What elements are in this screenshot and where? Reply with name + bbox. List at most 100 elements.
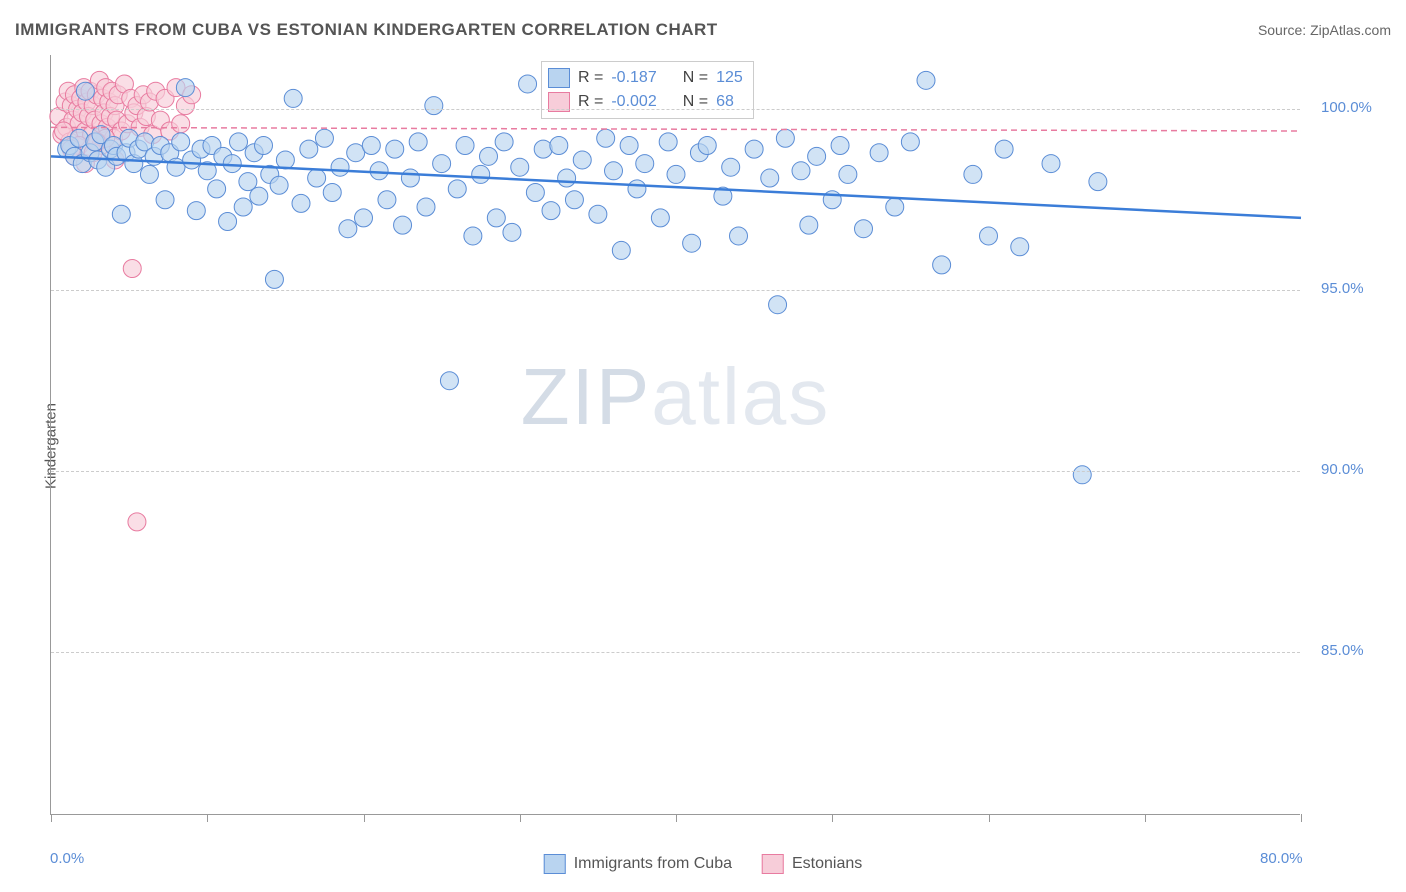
legend-row-estonian: R = -0.002 N = 68 <box>548 90 743 114</box>
plot-area: ZIPatlas R = -0.187 N = 125 R = -0.002 N… <box>50 55 1300 815</box>
legend-swatch-bottom-cuba <box>544 854 566 874</box>
scatter-point <box>472 165 490 183</box>
scatter-point <box>808 147 826 165</box>
scatter-point <box>128 513 146 531</box>
scatter-point <box>651 209 669 227</box>
scatter-point <box>219 212 237 230</box>
x-tick <box>1145 814 1146 822</box>
x-tick <box>51 814 52 822</box>
scatter-point <box>933 256 951 274</box>
chart-svg <box>51 55 1300 814</box>
scatter-point <box>776 129 794 147</box>
scatter-point <box>448 180 466 198</box>
scatter-point <box>464 227 482 245</box>
legend-item-cuba: Immigrants from Cuba <box>544 854 732 874</box>
scatter-point <box>487 209 505 227</box>
scatter-point <box>800 216 818 234</box>
scatter-point <box>964 165 982 183</box>
source-attribution: Source: ZipAtlas.com <box>1258 22 1391 38</box>
scatter-point <box>519 75 537 93</box>
scatter-point <box>612 241 630 259</box>
scatter-point <box>409 133 427 151</box>
scatter-point <box>628 180 646 198</box>
scatter-point <box>698 136 716 154</box>
scatter-point <box>270 176 288 194</box>
x-tick <box>364 814 365 822</box>
scatter-point <box>394 216 412 234</box>
scatter-point <box>550 136 568 154</box>
scatter-point <box>370 162 388 180</box>
scatter-point <box>995 140 1013 158</box>
r-value-cuba: -0.187 <box>611 66 656 90</box>
scatter-point <box>511 158 529 176</box>
scatter-point <box>331 158 349 176</box>
gridline-h <box>51 471 1300 472</box>
scatter-point <box>683 234 701 252</box>
scatter-point <box>886 198 904 216</box>
scatter-point <box>276 151 294 169</box>
scatter-point <box>433 155 451 173</box>
y-tick-label: 95.0% <box>1321 280 1364 297</box>
scatter-point <box>565 191 583 209</box>
scatter-point <box>542 202 560 220</box>
scatter-point <box>140 165 158 183</box>
scatter-point <box>1042 155 1060 173</box>
scatter-point <box>1073 466 1091 484</box>
scatter-point <box>187 202 205 220</box>
scatter-point <box>223 155 241 173</box>
y-tick-label: 100.0% <box>1321 99 1372 116</box>
scatter-point <box>722 158 740 176</box>
x-tick <box>989 814 990 822</box>
x-tick <box>207 814 208 822</box>
scatter-point <box>230 133 248 151</box>
scatter-point <box>300 140 318 158</box>
scatter-point <box>355 209 373 227</box>
scatter-point <box>315 129 333 147</box>
scatter-point <box>573 151 591 169</box>
x-tick <box>1301 814 1302 822</box>
x-axis-label: 80.0% <box>1260 850 1303 867</box>
scatter-point <box>769 296 787 314</box>
scatter-point <box>208 180 226 198</box>
scatter-point <box>234 198 252 216</box>
correlation-legend: R = -0.187 N = 125 R = -0.002 N = 68 <box>541 61 754 119</box>
gridline-h <box>51 290 1300 291</box>
x-tick <box>832 814 833 822</box>
scatter-point <box>901 133 919 151</box>
gridline-h <box>51 109 1300 110</box>
bottom-legend: Immigrants from Cuba Estonians <box>544 854 863 874</box>
scatter-point <box>745 140 763 158</box>
scatter-point <box>1011 238 1029 256</box>
scatter-point <box>667 165 685 183</box>
scatter-point <box>870 144 888 162</box>
chart-title: IMMIGRANTS FROM CUBA VS ESTONIAN KINDERG… <box>15 20 718 40</box>
scatter-point <box>503 223 521 241</box>
legend-item-estonian: Estonians <box>762 854 862 874</box>
r-value-estonian: -0.002 <box>611 90 656 114</box>
scatter-point <box>378 191 396 209</box>
scatter-point <box>526 184 544 202</box>
scatter-point <box>620 136 638 154</box>
x-tick <box>520 814 521 822</box>
n-value-cuba: 125 <box>716 66 743 90</box>
scatter-point <box>112 205 130 223</box>
scatter-point <box>839 165 857 183</box>
scatter-point <box>761 169 779 187</box>
legend-label-cuba: Immigrants from Cuba <box>574 855 732 873</box>
scatter-point <box>456 136 474 154</box>
scatter-point <box>172 115 190 133</box>
legend-row-cuba: R = -0.187 N = 125 <box>548 66 743 90</box>
scatter-point <box>534 140 552 158</box>
scatter-point <box>339 220 357 238</box>
y-tick-label: 90.0% <box>1321 461 1364 478</box>
scatter-point <box>440 372 458 390</box>
scatter-point <box>284 89 302 107</box>
scatter-point <box>255 136 273 154</box>
scatter-point <box>156 191 174 209</box>
scatter-point <box>401 169 419 187</box>
scatter-point <box>1089 173 1107 191</box>
scatter-point <box>417 198 435 216</box>
scatter-point <box>597 129 615 147</box>
y-tick-label: 85.0% <box>1321 642 1364 659</box>
n-value-estonian: 68 <box>716 90 734 114</box>
